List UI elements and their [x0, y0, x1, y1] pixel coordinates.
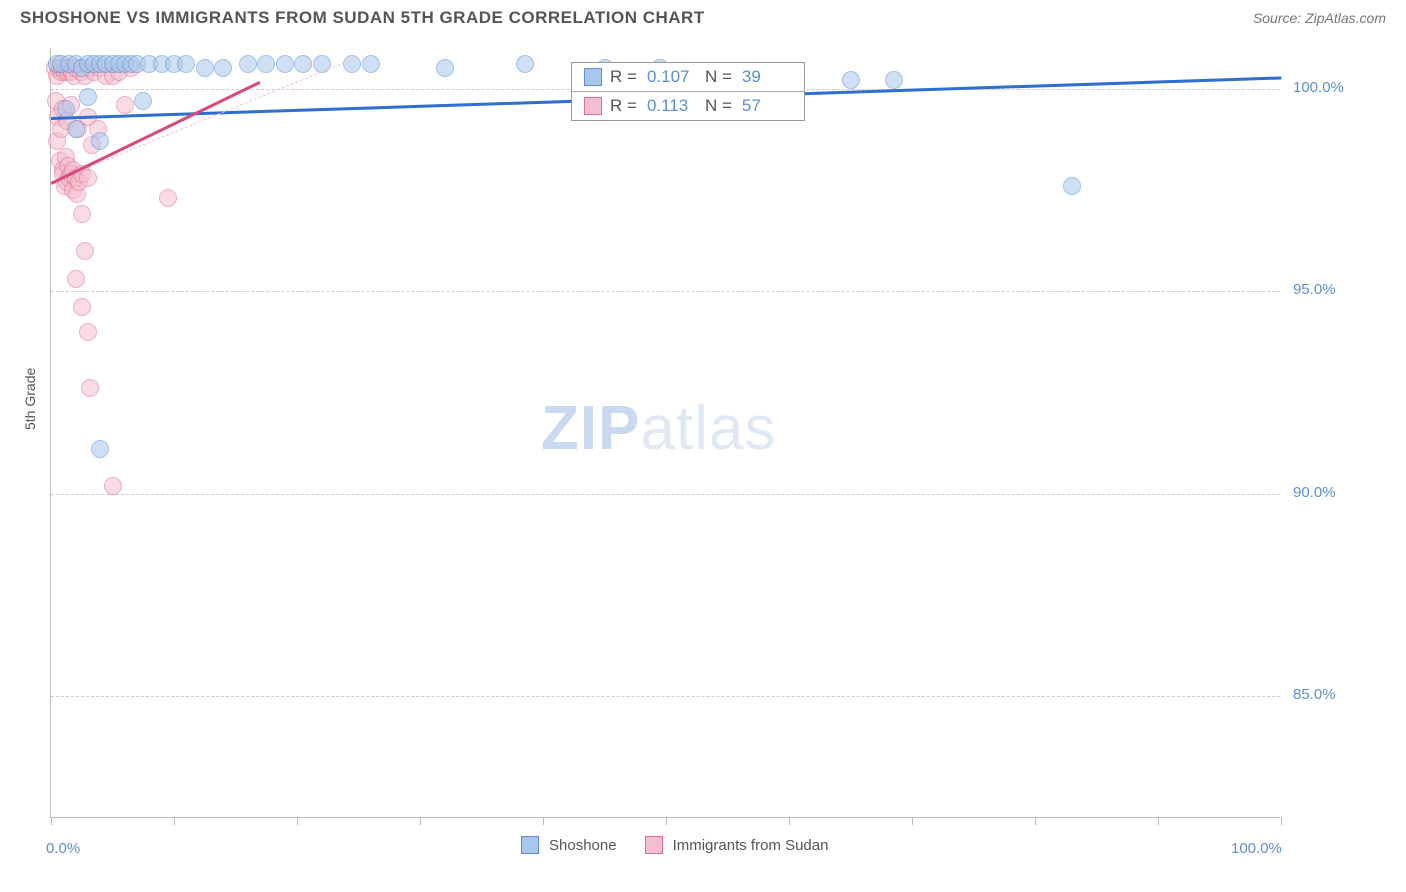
source-label: Source: ZipAtlas.com	[1253, 10, 1386, 26]
data-point	[842, 71, 860, 89]
data-point	[134, 92, 152, 110]
stats-n-label: N =	[705, 67, 732, 87]
data-point	[79, 169, 97, 187]
data-point	[294, 55, 312, 73]
gridline	[51, 696, 1280, 697]
data-point	[516, 55, 534, 73]
data-point	[276, 55, 294, 73]
y-tick-label: 100.0%	[1293, 79, 1344, 96]
legend-label: Shoshone	[549, 837, 617, 854]
data-point	[177, 55, 195, 73]
x-tick	[789, 817, 790, 825]
x-tick	[543, 817, 544, 825]
data-point	[1063, 177, 1081, 195]
data-point	[239, 55, 257, 73]
data-point	[257, 55, 275, 73]
data-point	[214, 59, 232, 77]
x-tick-label: 0.0%	[46, 840, 80, 857]
data-point	[67, 120, 85, 138]
data-point	[67, 270, 85, 288]
legend-swatch	[584, 68, 602, 86]
x-tick	[51, 817, 52, 825]
y-axis-label: 5th Grade	[22, 368, 38, 430]
data-point	[362, 55, 380, 73]
x-tick	[912, 817, 913, 825]
y-tick-label: 90.0%	[1293, 484, 1336, 501]
x-tick	[174, 817, 175, 825]
legend: Shoshone Immigrants from Sudan	[521, 836, 846, 854]
gridline	[51, 291, 1280, 292]
data-point	[73, 298, 91, 316]
data-point	[79, 323, 97, 341]
y-tick-label: 85.0%	[1293, 686, 1336, 703]
watermark-bold: ZIP	[541, 394, 640, 463]
data-point	[159, 189, 177, 207]
data-point	[76, 242, 94, 260]
chart-area: ZIPatlas 85.0%90.0%95.0%100.0%0.0%100.0%…	[50, 48, 1386, 828]
x-tick	[1158, 817, 1159, 825]
data-point	[79, 88, 97, 106]
plot-region: ZIPatlas 85.0%90.0%95.0%100.0%0.0%100.0%…	[50, 48, 1280, 818]
data-point	[81, 379, 99, 397]
data-point	[91, 440, 109, 458]
stats-n-value: 39	[742, 67, 792, 87]
chart-title: SHOSHONE VS IMMIGRANTS FROM SUDAN 5TH GR…	[20, 8, 705, 28]
stats-n-value: 57	[742, 96, 792, 116]
stats-box: R = 0.107 N = 39 R = 0.113 N = 57	[571, 62, 805, 121]
data-point	[436, 59, 454, 77]
y-tick-label: 95.0%	[1293, 281, 1336, 298]
data-point	[885, 71, 903, 89]
watermark: ZIPatlas	[541, 393, 776, 464]
x-tick	[1281, 817, 1282, 825]
x-tick	[297, 817, 298, 825]
stats-row: R = 0.113 N = 57	[572, 92, 804, 120]
data-point	[116, 96, 134, 114]
stats-r-label: R =	[610, 67, 637, 87]
stats-r-value: 0.107	[647, 67, 697, 87]
stats-r-value: 0.113	[647, 96, 697, 116]
data-point	[196, 59, 214, 77]
data-point	[91, 132, 109, 150]
gridline	[51, 494, 1280, 495]
data-point	[57, 100, 75, 118]
watermark-light: atlas	[640, 394, 776, 463]
legend-label: Immigrants from Sudan	[673, 837, 829, 854]
x-tick-label: 100.0%	[1231, 840, 1282, 857]
legend-swatch	[521, 836, 539, 854]
data-point	[73, 205, 91, 223]
legend-swatch	[584, 97, 602, 115]
x-tick	[1035, 817, 1036, 825]
stats-row: R = 0.107 N = 39	[572, 63, 804, 92]
x-tick	[420, 817, 421, 825]
legend-swatch	[645, 836, 663, 854]
x-tick	[666, 817, 667, 825]
stats-n-label: N =	[705, 96, 732, 116]
data-point	[104, 477, 122, 495]
stats-r-label: R =	[610, 96, 637, 116]
